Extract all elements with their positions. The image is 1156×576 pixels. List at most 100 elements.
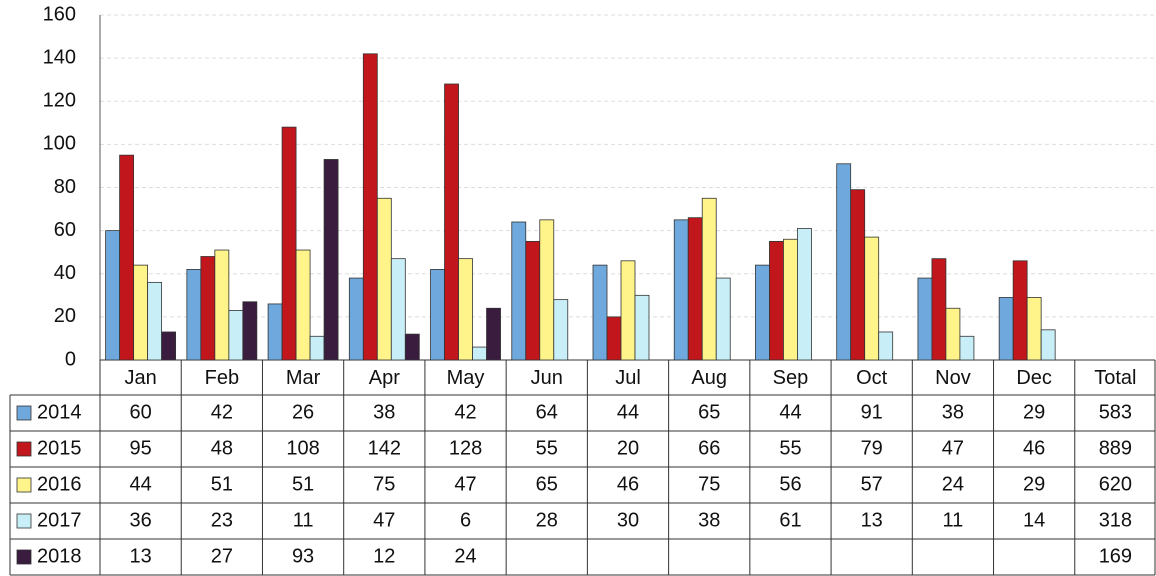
bar (864, 236, 880, 361)
bar (214, 249, 230, 361)
bar (634, 294, 650, 361)
table-value: 29 (1023, 473, 1045, 495)
table-value: 36 (129, 509, 151, 531)
table-value: 14 (1023, 509, 1045, 531)
x-tick-label: Sep (773, 367, 809, 389)
total-header: Total (1094, 367, 1136, 389)
y-tick-label: 160 (43, 3, 76, 25)
table-value: 23 (211, 509, 233, 531)
bar (797, 228, 812, 361)
table-value: 95 (129, 437, 151, 459)
table-value: 56 (779, 473, 801, 495)
table-total: 169 (1099, 545, 1132, 567)
bar (931, 258, 947, 361)
y-tick-label: 60 (54, 219, 76, 241)
table-value: 60 (129, 401, 151, 423)
bar (1026, 297, 1042, 361)
bar (430, 269, 445, 361)
bar (228, 310, 244, 361)
bar (295, 249, 311, 361)
bar (133, 264, 149, 361)
bar (878, 331, 894, 361)
bar (755, 264, 770, 361)
bar (620, 260, 636, 361)
table-value: 30 (617, 509, 639, 531)
table-value: 108 (286, 437, 319, 459)
legend-swatch (16, 441, 32, 457)
x-tick-label: Feb (205, 367, 239, 389)
bar (715, 277, 731, 361)
table-value: 42 (454, 401, 476, 423)
y-tick-label: 0 (65, 348, 76, 370)
legend-swatch (16, 405, 32, 421)
bar (348, 277, 364, 361)
bar (1012, 260, 1028, 361)
y-tick-label: 140 (43, 46, 76, 68)
bar (281, 126, 297, 361)
legend-swatch (16, 513, 32, 529)
x-tick-label: Oct (856, 367, 888, 389)
bar (539, 219, 555, 361)
bar (525, 241, 541, 361)
legend-label: 2015 (37, 437, 82, 459)
table-value: 13 (129, 545, 151, 567)
x-tick-label: Dec (1016, 367, 1052, 389)
table-value: 46 (1023, 437, 1045, 459)
bar (404, 333, 420, 361)
table-value: 75 (373, 473, 395, 495)
table-value: 28 (536, 509, 558, 531)
table-total: 889 (1099, 437, 1132, 459)
x-tick-label: Jun (531, 367, 563, 389)
bar (917, 277, 933, 361)
table-value: 44 (617, 401, 639, 423)
bar (309, 335, 325, 361)
bar (998, 297, 1014, 361)
bar (458, 258, 473, 361)
bar (444, 83, 459, 361)
table-value: 42 (211, 401, 233, 423)
bar (511, 221, 527, 361)
bar (376, 197, 392, 361)
table-value: 46 (617, 473, 639, 495)
table-value: 91 (861, 401, 883, 423)
bar (242, 301, 258, 361)
y-tick-label: 20 (54, 305, 76, 327)
legend-label: 2018 (37, 545, 82, 567)
table-value: 128 (449, 437, 482, 459)
table-value: 13 (861, 509, 883, 531)
bar (362, 53, 378, 361)
y-tick-label: 120 (43, 90, 76, 112)
table-value: 6 (460, 509, 471, 531)
table-value: 11 (943, 509, 964, 531)
table-value: 55 (536, 437, 558, 459)
table-value: 26 (292, 401, 314, 423)
table-value: 44 (779, 401, 801, 423)
bar (673, 219, 689, 361)
table-value: 44 (129, 473, 151, 495)
x-tick-label: Jul (615, 367, 641, 389)
bar (592, 264, 608, 361)
bar (161, 331, 177, 361)
bar (769, 241, 784, 361)
table-total: 620 (1099, 473, 1132, 495)
legend-label: 2016 (37, 473, 82, 495)
table-value: 47 (373, 509, 395, 531)
legend-label: 2014 (37, 401, 82, 423)
bar (390, 258, 406, 361)
table-value: 48 (211, 437, 233, 459)
table-value: 55 (779, 437, 801, 459)
table-value: 24 (942, 473, 964, 495)
table-value: 24 (454, 545, 476, 567)
bar (323, 159, 339, 361)
bar (472, 346, 487, 361)
table-value: 65 (698, 401, 720, 423)
bar (267, 303, 283, 361)
x-tick-label: Nov (935, 367, 971, 389)
bar (836, 163, 852, 361)
table-value: 93 (292, 545, 314, 567)
bar (606, 316, 622, 361)
table-value: 51 (211, 473, 233, 495)
bar (1040, 329, 1056, 361)
table-value: 27 (211, 545, 233, 567)
